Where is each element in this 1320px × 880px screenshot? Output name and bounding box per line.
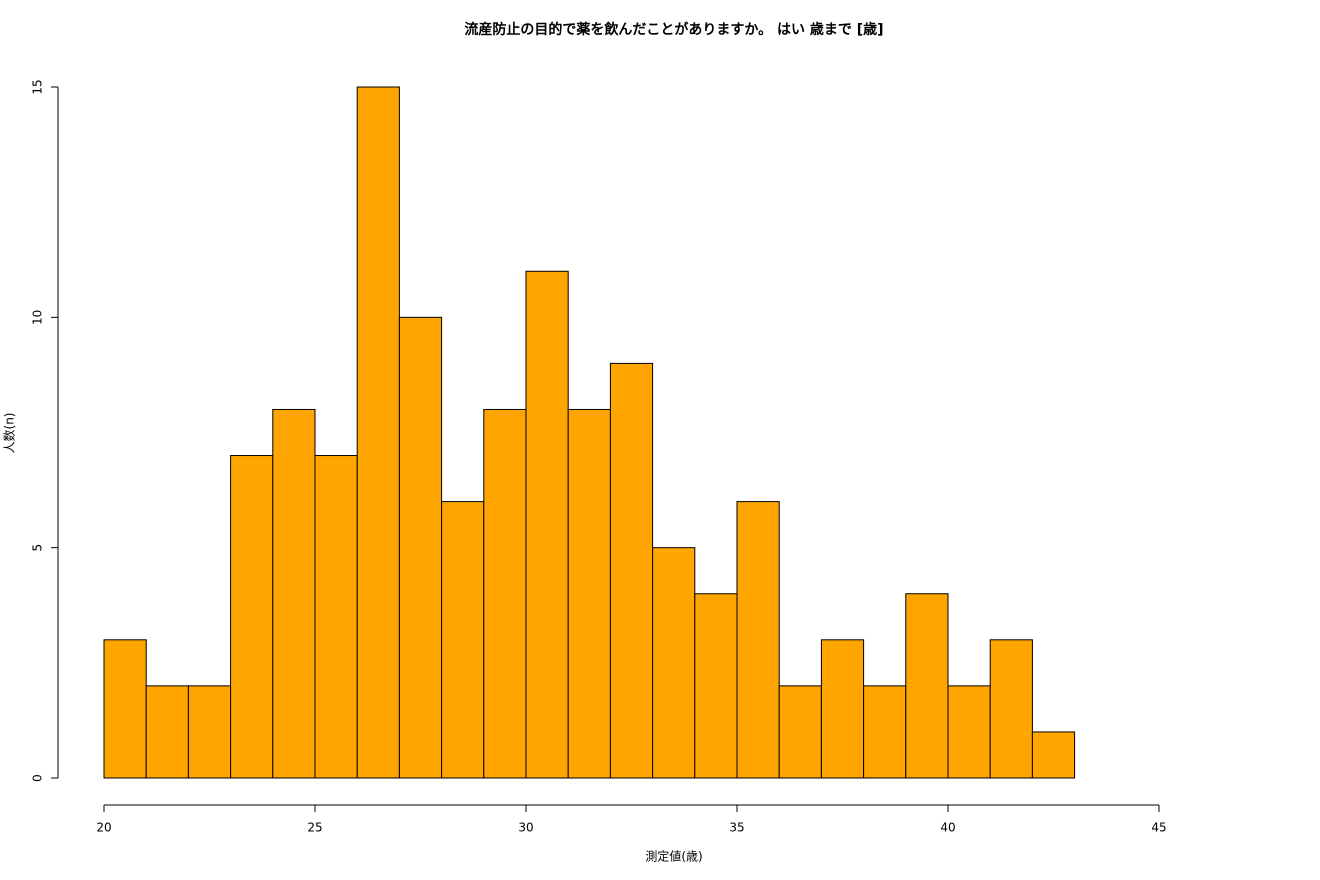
bar [694,593,738,779]
x-tick-label: 40 [940,821,955,835]
bar [525,270,569,779]
bar [947,685,991,779]
y-tick-label: 0 [31,774,45,782]
bar [778,685,822,779]
bar [567,408,611,779]
bar [905,593,949,779]
bar [652,547,696,779]
y-tick-label: 5 [31,544,45,552]
bar [1031,731,1076,779]
x-axis-label: 測定値(歳) [645,849,702,864]
bar [483,408,527,779]
bar [187,685,232,779]
x-tick-label: 20 [96,821,111,835]
x-tick-label: 45 [1151,821,1166,835]
y-axis-label: 人数(n) [2,413,17,454]
bar [989,639,1033,779]
bar [314,455,358,779]
bar [398,316,443,779]
x-tick-label: 30 [518,821,533,835]
x-tick-label: 35 [729,821,744,835]
bar [820,639,865,779]
bar [145,685,189,779]
y-tick-label: 15 [31,79,45,94]
bar [230,455,274,779]
bar [356,86,400,779]
bar [863,685,907,779]
bar [736,501,780,779]
x-tick-label: 25 [307,821,322,835]
bar [609,362,654,779]
bar [103,639,147,779]
bar [272,408,316,779]
y-tick-label: 10 [31,310,45,325]
chart-title: 流産防止の目的で薬を飲んだことがありますか。 はい 歳まで [歳] [464,21,883,38]
bar [441,501,485,779]
